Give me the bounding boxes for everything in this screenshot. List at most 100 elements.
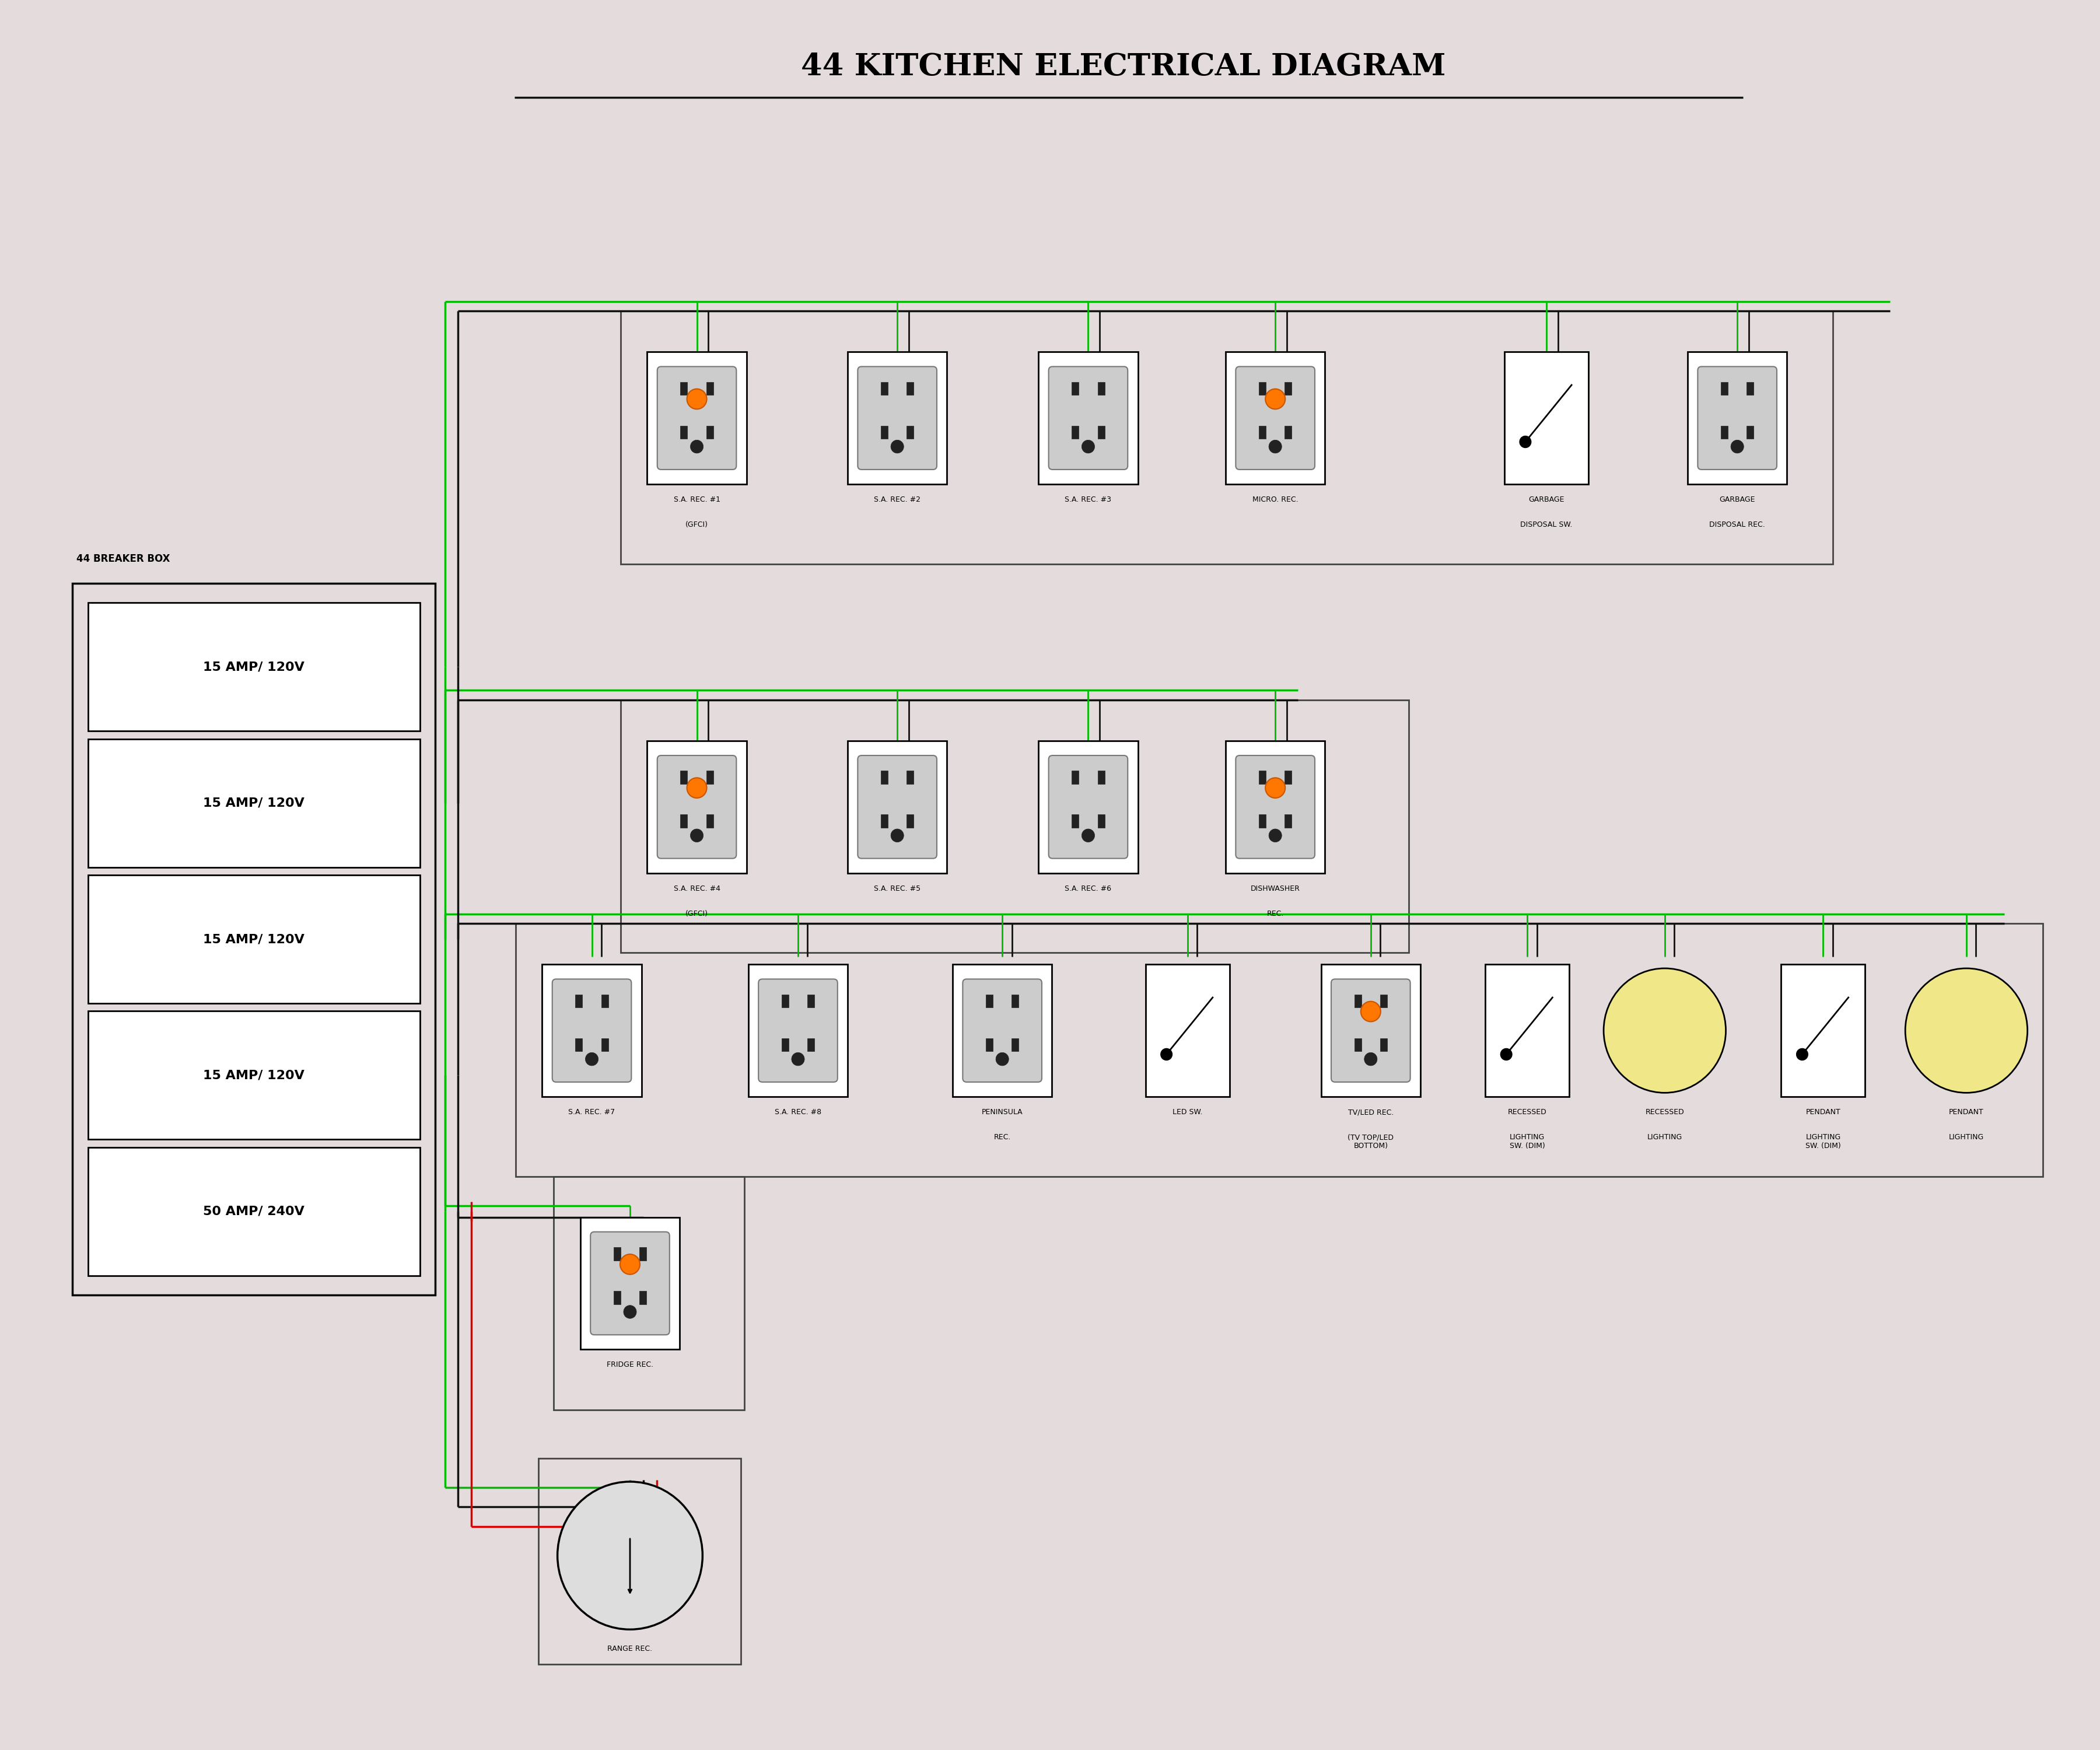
FancyBboxPatch shape xyxy=(1048,756,1128,859)
FancyBboxPatch shape xyxy=(647,352,746,485)
Circle shape xyxy=(1520,436,1531,448)
Text: S.A. REC. #7: S.A. REC. #7 xyxy=(569,1108,615,1116)
FancyBboxPatch shape xyxy=(706,814,714,828)
FancyBboxPatch shape xyxy=(706,770,714,784)
Text: S.A. REC. #6: S.A. REC. #6 xyxy=(1065,886,1111,892)
Text: DISPOSAL SW.: DISPOSAL SW. xyxy=(1520,522,1573,528)
FancyBboxPatch shape xyxy=(1331,978,1411,1082)
FancyBboxPatch shape xyxy=(1071,770,1079,784)
Circle shape xyxy=(1365,1052,1378,1066)
FancyBboxPatch shape xyxy=(907,770,914,784)
FancyBboxPatch shape xyxy=(590,1232,670,1335)
FancyBboxPatch shape xyxy=(962,978,1042,1082)
FancyBboxPatch shape xyxy=(781,994,790,1008)
Circle shape xyxy=(1268,439,1281,453)
Text: PENINSULA: PENINSULA xyxy=(981,1108,1023,1116)
FancyBboxPatch shape xyxy=(1321,964,1420,1097)
Text: S.A. REC. #5: S.A. REC. #5 xyxy=(874,886,920,892)
FancyBboxPatch shape xyxy=(680,814,687,828)
Text: 15 AMP/ 120V: 15 AMP/ 120V xyxy=(204,933,304,945)
FancyBboxPatch shape xyxy=(1040,352,1138,485)
FancyBboxPatch shape xyxy=(985,994,993,1008)
Circle shape xyxy=(890,830,903,842)
FancyBboxPatch shape xyxy=(1258,770,1266,784)
FancyBboxPatch shape xyxy=(1697,366,1777,469)
FancyBboxPatch shape xyxy=(880,770,888,784)
FancyBboxPatch shape xyxy=(1380,994,1388,1008)
Circle shape xyxy=(687,388,708,410)
FancyBboxPatch shape xyxy=(1285,382,1292,396)
Circle shape xyxy=(1905,968,2027,1092)
FancyBboxPatch shape xyxy=(1258,814,1266,828)
Circle shape xyxy=(890,439,903,453)
FancyBboxPatch shape xyxy=(1145,964,1228,1097)
Text: 50 AMP/ 240V: 50 AMP/ 240V xyxy=(204,1206,304,1218)
Text: FRIDGE REC.: FRIDGE REC. xyxy=(607,1362,653,1368)
FancyBboxPatch shape xyxy=(1354,994,1361,1008)
FancyBboxPatch shape xyxy=(1485,964,1569,1097)
FancyBboxPatch shape xyxy=(985,1038,993,1052)
FancyBboxPatch shape xyxy=(88,602,420,732)
FancyBboxPatch shape xyxy=(552,978,632,1082)
FancyBboxPatch shape xyxy=(1354,1038,1361,1052)
FancyBboxPatch shape xyxy=(1747,425,1754,439)
FancyBboxPatch shape xyxy=(880,814,888,828)
FancyBboxPatch shape xyxy=(748,964,848,1097)
Circle shape xyxy=(691,439,704,453)
FancyBboxPatch shape xyxy=(680,770,687,784)
FancyBboxPatch shape xyxy=(680,382,687,396)
Circle shape xyxy=(1730,439,1743,453)
Circle shape xyxy=(1266,777,1285,798)
FancyBboxPatch shape xyxy=(880,425,888,439)
Circle shape xyxy=(1361,1001,1380,1022)
FancyBboxPatch shape xyxy=(907,814,914,828)
Text: LIGHTING: LIGHTING xyxy=(1646,1134,1682,1141)
Circle shape xyxy=(1502,1048,1512,1060)
FancyBboxPatch shape xyxy=(1226,740,1325,873)
FancyBboxPatch shape xyxy=(848,740,947,873)
Circle shape xyxy=(1796,1048,1808,1060)
Text: LIGHTING
SW. (DIM): LIGHTING SW. (DIM) xyxy=(1806,1134,1842,1150)
Text: GARBAGE: GARBAGE xyxy=(1720,495,1756,504)
FancyBboxPatch shape xyxy=(1747,382,1754,396)
FancyBboxPatch shape xyxy=(1048,366,1128,469)
FancyBboxPatch shape xyxy=(706,425,714,439)
Text: (GFCI): (GFCI) xyxy=(685,522,708,528)
Circle shape xyxy=(1266,388,1285,410)
FancyBboxPatch shape xyxy=(657,756,737,859)
Text: S.A. REC. #3: S.A. REC. #3 xyxy=(1065,495,1111,504)
FancyBboxPatch shape xyxy=(638,1248,647,1260)
FancyBboxPatch shape xyxy=(575,994,582,1008)
Circle shape xyxy=(1082,830,1094,842)
Text: S.A. REC. #1: S.A. REC. #1 xyxy=(674,495,720,504)
FancyBboxPatch shape xyxy=(806,1038,815,1052)
FancyBboxPatch shape xyxy=(1380,1038,1388,1052)
Circle shape xyxy=(624,1306,636,1318)
FancyBboxPatch shape xyxy=(88,875,420,1003)
Circle shape xyxy=(687,777,708,798)
FancyBboxPatch shape xyxy=(601,994,609,1008)
FancyBboxPatch shape xyxy=(613,1248,622,1260)
FancyBboxPatch shape xyxy=(1040,740,1138,873)
Text: GARBAGE: GARBAGE xyxy=(1529,495,1564,504)
FancyBboxPatch shape xyxy=(1720,382,1728,396)
FancyBboxPatch shape xyxy=(1781,964,1865,1097)
Text: RECESSED: RECESSED xyxy=(1644,1108,1684,1116)
Text: RANGE REC.: RANGE REC. xyxy=(607,1645,653,1652)
Text: TV/LED REC.: TV/LED REC. xyxy=(1348,1108,1394,1116)
FancyBboxPatch shape xyxy=(1098,770,1105,784)
Circle shape xyxy=(620,1255,640,1274)
Text: PENDANT: PENDANT xyxy=(1949,1108,1985,1116)
Text: LIGHTING: LIGHTING xyxy=(1949,1134,1985,1141)
FancyBboxPatch shape xyxy=(88,1011,420,1139)
Circle shape xyxy=(792,1052,804,1066)
FancyBboxPatch shape xyxy=(657,366,737,469)
Text: 15 AMP/ 120V: 15 AMP/ 120V xyxy=(204,798,304,808)
FancyBboxPatch shape xyxy=(1285,425,1292,439)
FancyBboxPatch shape xyxy=(1258,382,1266,396)
FancyBboxPatch shape xyxy=(647,740,746,873)
Text: S.A. REC. #8: S.A. REC. #8 xyxy=(775,1108,821,1116)
Circle shape xyxy=(1082,439,1094,453)
FancyBboxPatch shape xyxy=(1235,366,1315,469)
Circle shape xyxy=(1161,1048,1172,1060)
